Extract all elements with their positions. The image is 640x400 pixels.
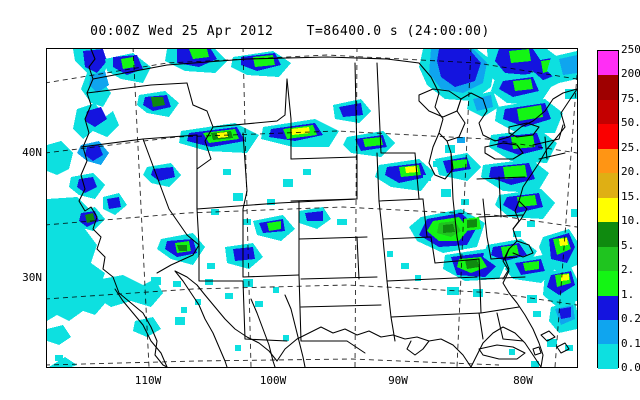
colorbar-band [598,344,618,369]
colorbar-tick-label: 20. [621,165,640,179]
colorbar-tick-label: 0.01 [621,361,640,374]
colorbar-tick-label: 0.10 [621,336,640,350]
y-tick-label-30n: 30N [22,271,42,284]
x-tick-label-90w: 90W [388,374,408,387]
colorbar-band [598,295,618,320]
colorbar-tick-label: 0.25 [621,312,640,326]
colorbar-band [598,319,618,345]
map-plot-area [46,48,578,368]
colorbar-tick-label: 75. [621,91,640,105]
colorbar-tick-label: 50. [621,116,640,130]
precipitation-field [47,49,577,367]
map-boundaries [78,49,577,367]
colorbar-tick-label: 5. [621,238,635,252]
colorbar-tick-label: 10. [621,214,640,228]
colorbar-band [598,148,618,174]
colorbar-band [598,99,618,125]
colorbar-band [598,246,618,272]
colorbar-tick-label: 2. [621,263,635,277]
colorbar-tick-label: 15. [621,189,640,203]
colorbar-band [598,222,618,247]
map-canvas [47,49,577,367]
x-tick-label-80w: 80W [513,374,533,387]
x-tick-label-110w: 110W [134,374,162,387]
colorbar-band [598,197,618,223]
y-tick-label-40n: 40N [22,146,42,159]
precipitation-colorbar [597,50,619,369]
colorbar-tick-label: 250. [621,43,640,56]
figure-title: 00:00Z Wed 25 Apr 2012 T=86400.0 s (24:0… [90,24,490,39]
colorbar-tick-label: 25. [621,140,640,154]
colorbar-tick-label: 1. [621,287,635,301]
colorbar-tick-label: 200. [621,67,640,81]
colorbar-band [598,124,618,149]
graticule [47,49,577,367]
colorbar-band [598,51,618,76]
x-tick-label-100w: 100W [259,374,287,387]
colorbar-band [598,75,618,100]
colorbar-band [598,271,618,296]
colorbar-band [598,173,618,198]
